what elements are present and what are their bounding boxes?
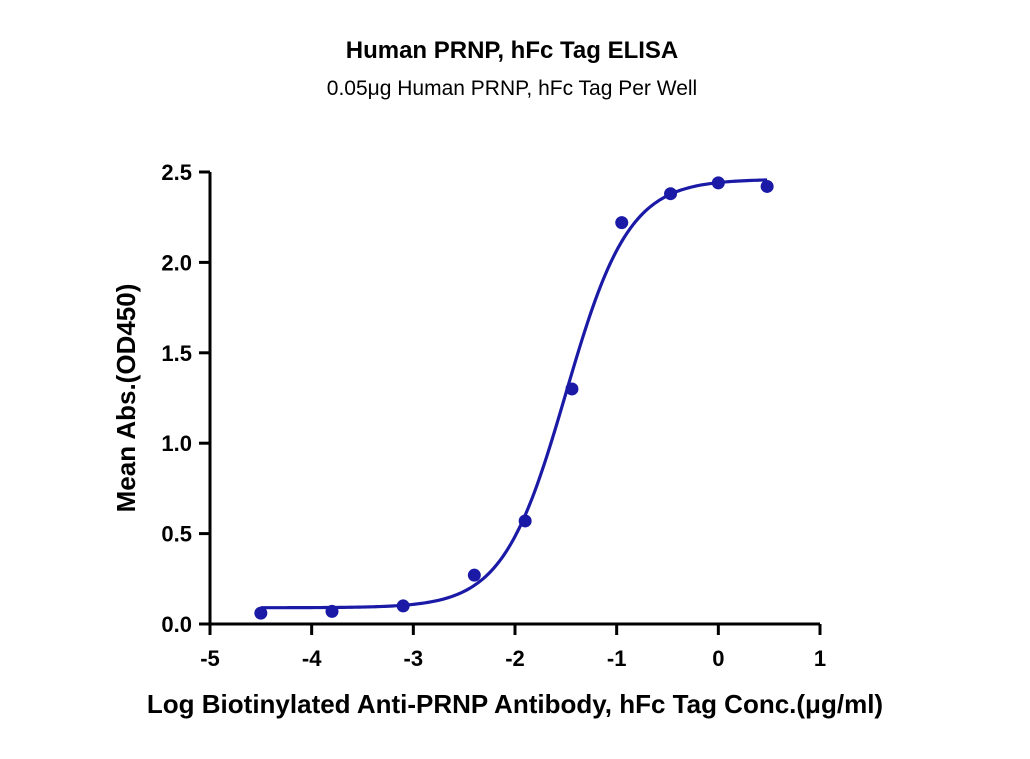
data-points: [254, 176, 774, 620]
x-tick-label: -1: [607, 646, 627, 671]
fit-curve: [260, 178, 768, 610]
chart-subtitle: 0.05μg Human PRNP, hFc Tag Per Well: [327, 77, 697, 100]
data-point: [254, 606, 268, 620]
data-point: [518, 514, 532, 528]
y-tick-label: 1.0: [161, 431, 192, 456]
x-tick-label: -3: [404, 646, 424, 671]
data-point: [396, 599, 410, 613]
fit-curve-layer: [260, 178, 768, 610]
x-tick-label: 1: [814, 646, 826, 671]
y-tick-label: 2.0: [161, 250, 192, 275]
chart-title: Human PRNP, hFc Tag ELISA: [346, 37, 679, 64]
data-point: [615, 216, 629, 230]
y-tick-label: 0.5: [161, 522, 192, 547]
y-tick-label: 0.0: [161, 612, 192, 637]
y-axis-label: Mean Abs.(OD450): [111, 284, 141, 513]
x-tick-label: -2: [505, 646, 525, 671]
x-tick-label: -4: [302, 646, 322, 671]
data-point: [711, 176, 725, 190]
data-point: [325, 604, 339, 618]
data-point: [467, 568, 481, 582]
x-tick-label: 0: [712, 646, 724, 671]
data-point: [565, 382, 579, 396]
axes: 0.0 0.5 1.0 1.5 2.0 2.5 -5 -4 -3 -2 -1 0 1: [161, 160, 826, 671]
data-point: [760, 179, 774, 193]
x-tick-label: -5: [200, 646, 220, 671]
data-point: [664, 187, 678, 201]
y-tick-label: 2.5: [161, 160, 192, 185]
y-tick-label: 1.5: [161, 341, 192, 366]
x-axis-label: Log Biotinylated Anti-PRNP Antibody, hFc…: [147, 689, 883, 719]
